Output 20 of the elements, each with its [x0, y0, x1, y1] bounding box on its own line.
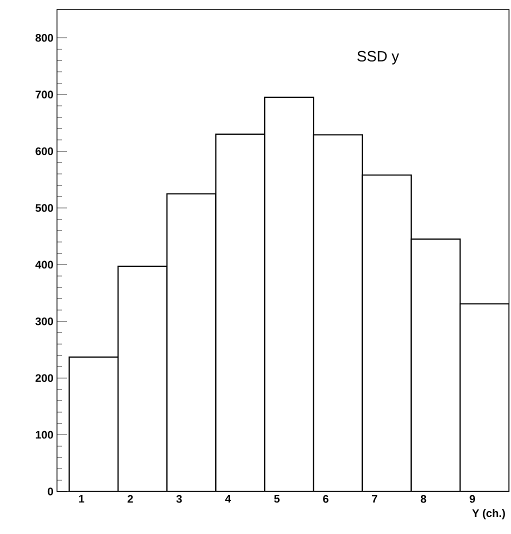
- x-tick-label: 7: [372, 495, 378, 503]
- y-tick-label: 700: [36, 90, 54, 98]
- x-tick-label: 1: [79, 495, 84, 503]
- y-tick-label: 0: [48, 488, 54, 496]
- x-tick-label: 9: [470, 495, 475, 503]
- x-tick-label: 3: [176, 495, 182, 503]
- y-tick-label: 800: [36, 34, 54, 42]
- x-tick-label: 2: [128, 495, 133, 503]
- y-tick-label: 200: [36, 374, 54, 382]
- y-tick-label: 500: [36, 204, 54, 212]
- y-tick-label: 300: [35, 318, 54, 326]
- y-tick-label: 400: [35, 260, 54, 269]
- x-tick-label: 6: [323, 495, 328, 503]
- x-tick-label: 8: [420, 495, 426, 503]
- x-tick-label: 5: [274, 495, 280, 503]
- text: SSD y: [357, 50, 400, 64]
- y-tick-label: 600: [36, 147, 54, 156]
- x-tick-label: 4: [225, 495, 232, 503]
- y-tick-label: 100: [36, 430, 54, 439]
- x-axis-title: Y (ch.): [472, 509, 505, 520]
